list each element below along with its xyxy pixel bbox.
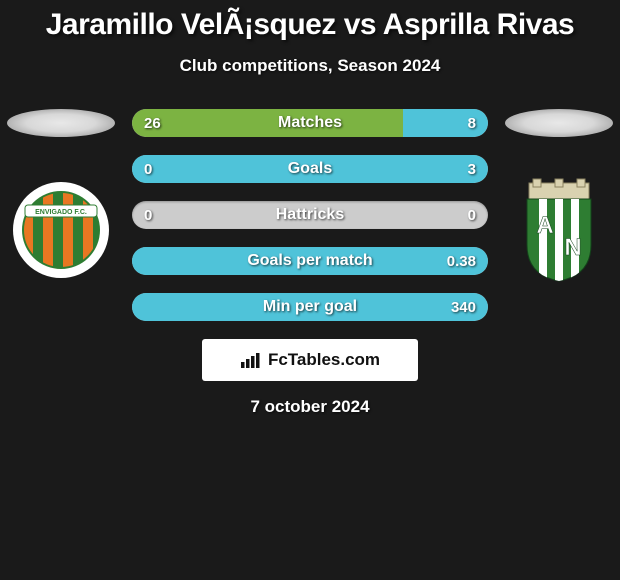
svg-text:A: A [536, 212, 553, 239]
left-player-column: ENVIGADO F.C. [6, 109, 116, 285]
footer: FcTables.com 7 october 2024 [0, 339, 620, 417]
envigado-badge-icon: ENVIGADO F.C. [11, 175, 111, 285]
date-text: 7 october 2024 [250, 397, 369, 417]
page-title: Jaramillo VelÃ¡squez vs Asprilla Rivas [0, 8, 620, 42]
stat-bar: 03Goals [132, 155, 488, 183]
stat-bar: 00Hattricks [132, 201, 488, 229]
stat-label: Min per goal [132, 293, 488, 321]
brand-text: FcTables.com [268, 350, 380, 370]
brand-badge: FcTables.com [202, 339, 418, 381]
club-badge-left: ENVIGADO F.C. [11, 175, 111, 285]
svg-text:N: N [564, 234, 581, 261]
stat-bar: 268Matches [132, 109, 488, 137]
content-row: ENVIGADO F.C. 268Matches 03Goals 00Hattric… [0, 109, 620, 321]
bar-chart-icon [240, 351, 262, 369]
stat-label: Goals per match [132, 247, 488, 275]
stat-label: Hattricks [132, 201, 488, 229]
stat-bar: 340Min per goal [132, 293, 488, 321]
stats-bars: 268Matches 03Goals 00Hattricks 0.38Goals pe… [116, 109, 504, 321]
player-photo-placeholder-left [7, 109, 115, 137]
club-badge-right: A N [509, 175, 609, 285]
svg-text:ENVIGADO F.C.: ENVIGADO F.C. [35, 209, 87, 216]
stat-label: Goals [132, 155, 488, 183]
right-player-column: A N [504, 109, 614, 285]
comparison-card: Jaramillo VelÃ¡squez vs Asprilla Rivas C… [0, 0, 620, 417]
stat-label: Matches [132, 109, 488, 137]
stat-bar: 0.38Goals per match [132, 247, 488, 275]
subtitle: Club competitions, Season 2024 [0, 56, 620, 76]
nacional-badge-icon: A N [509, 175, 609, 285]
player-photo-placeholder-right [505, 109, 613, 137]
